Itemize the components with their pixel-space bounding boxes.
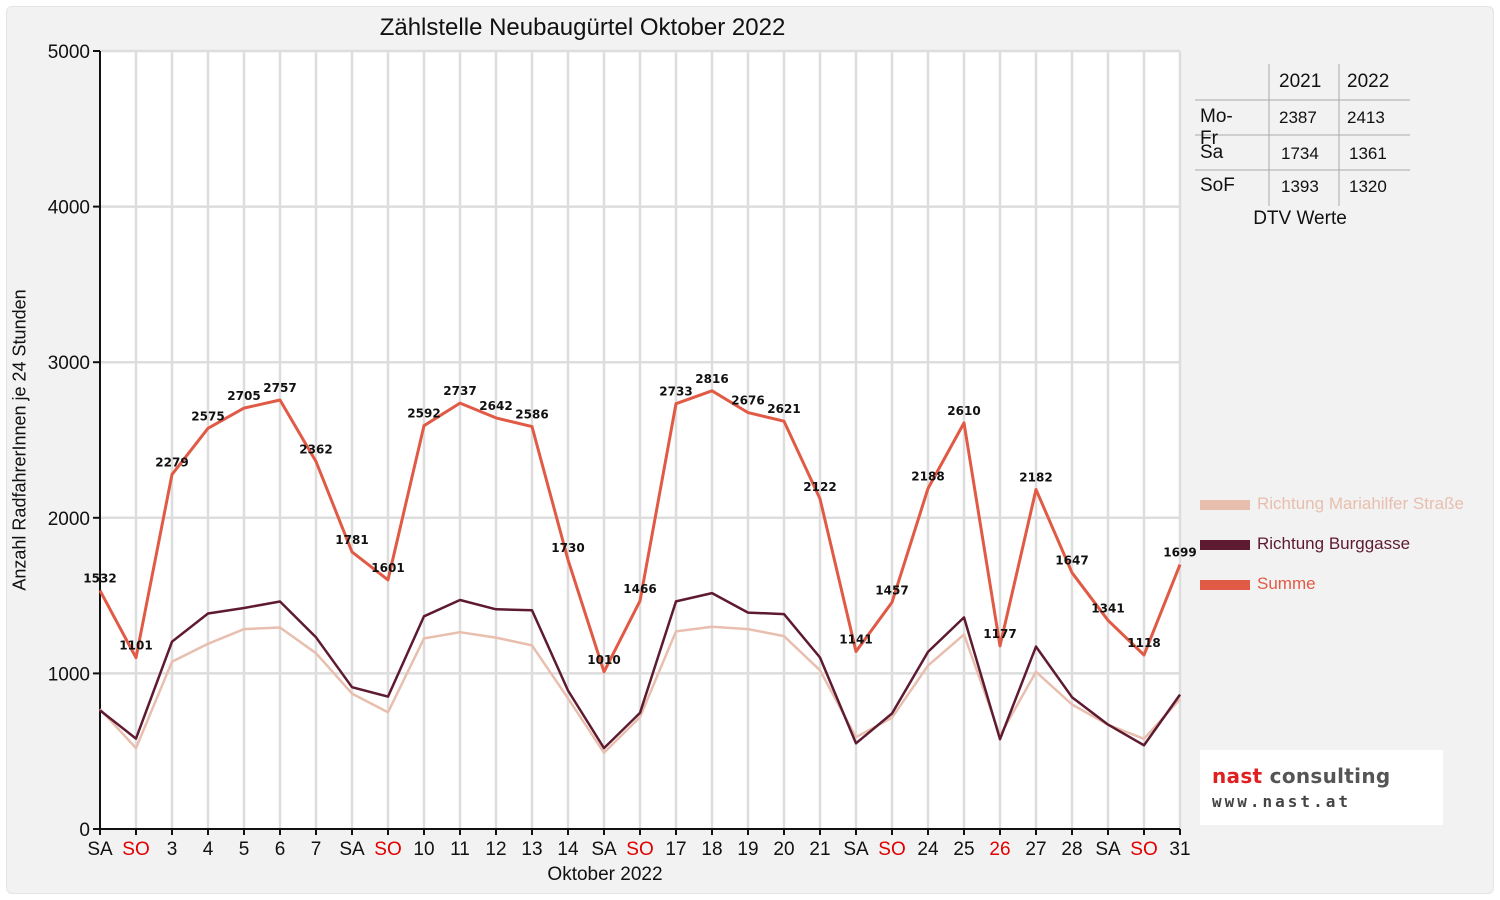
x-tick-label: 5	[239, 839, 250, 860]
legend-swatch-mariahilfer	[1200, 500, 1250, 510]
series-line-summe	[98, 389, 1182, 674]
dtv-row-label-mofr: Mo-Fr	[1200, 106, 1233, 149]
x-tick-label: 28	[1061, 839, 1082, 860]
data-label: 1466	[623, 582, 656, 596]
x-tick-label: 24	[917, 839, 939, 860]
data-label: 2757	[263, 381, 296, 395]
company-logo: nast consulting www.nast.at	[1200, 750, 1443, 825]
data-label: 1010	[587, 653, 620, 667]
y-tick-label: 2000	[48, 509, 90, 530]
data-label: 2182	[1019, 470, 1052, 484]
data-label: 1457	[875, 583, 908, 597]
data-label: 1101	[119, 639, 152, 653]
x-tick-label: SA	[843, 839, 869, 860]
x-tick-label: SO	[122, 839, 149, 860]
y-axis-title-text: Anzahl RadfahrerInnen je 24 Stunden	[9, 289, 30, 591]
data-label: 1781	[335, 533, 368, 547]
x-tick-label: SO	[626, 839, 653, 860]
x-tick-label: 11	[450, 839, 470, 860]
x-tick-label: 12	[485, 839, 506, 860]
y-tick-label: 5000	[48, 42, 90, 63]
x-tick-label: 3	[167, 839, 178, 860]
x-tick-label: SA	[87, 839, 113, 860]
logo-wordmark: nast consulting	[1212, 764, 1390, 788]
data-label: 2592	[407, 407, 440, 421]
legend-swatch-summe	[1200, 580, 1250, 590]
data-label: 2575	[191, 409, 224, 423]
data-label: 2279	[155, 455, 188, 469]
dtv-cell-sa-2021: 1734	[1281, 144, 1319, 163]
dtv-cell-sof-2021: 1393	[1281, 177, 1319, 196]
data-label: 2621	[767, 402, 800, 416]
data-label: 2122	[803, 480, 836, 494]
data-label: 1601	[371, 561, 404, 575]
series-line-burggasse	[99, 591, 1182, 750]
x-tick-label: 25	[953, 839, 974, 860]
legend-swatch-burggasse	[1200, 540, 1250, 550]
x-axis-title: Oktober 2022	[547, 864, 663, 885]
x-tick-label: 10	[413, 839, 434, 860]
x-tick-label: SO	[878, 839, 905, 860]
data-label: 1118	[1127, 636, 1160, 650]
y-tick-label: 1000	[48, 664, 90, 685]
y-tick-label: 4000	[48, 198, 90, 219]
x-tick-label: 27	[1025, 839, 1046, 860]
x-tick-label: 17	[665, 839, 686, 860]
x-tick-label: SA	[339, 839, 365, 860]
logo-brand-red: nast	[1212, 764, 1263, 788]
logo-url: www.nast.at	[1212, 792, 1351, 811]
data-label: 2362	[299, 442, 332, 456]
data-label: 1532	[83, 572, 116, 586]
x-tick-label: 20	[773, 839, 794, 860]
data-label: 2737	[443, 384, 476, 398]
x-tick-label: 19	[737, 839, 758, 860]
x-tick-label: 31	[1169, 839, 1190, 860]
dtv-col-header-2021: 2021	[1279, 71, 1322, 92]
data-label: 2642	[479, 399, 512, 413]
data-label: 2188	[911, 470, 944, 484]
y-tick-label: 3000	[48, 353, 90, 374]
data-label: 2705	[227, 389, 260, 403]
data-label: 2586	[515, 408, 548, 422]
dtv-cell-sof-2022: 1320	[1349, 177, 1387, 196]
x-tick-label: 14	[557, 839, 579, 860]
data-label: 1647	[1055, 554, 1088, 568]
x-tick-label: SA	[591, 839, 617, 860]
data-label: 1699	[1163, 546, 1196, 560]
legend-label-summe: Summe	[1257, 574, 1316, 593]
legend-label-mariahilfer: Richtung Mariahilfer Straße	[1257, 494, 1464, 513]
dtv-col-header-2022: 2022	[1347, 71, 1390, 92]
x-tick-label: SO	[374, 839, 401, 860]
chart-title: Zählstelle Neubaugürtel Oktober 2022	[379, 14, 786, 41]
x-tick-label: 21	[809, 839, 830, 860]
dtv-cell-mofr-2022: 2413	[1347, 108, 1385, 127]
dtv-row-label-sof: SoF	[1200, 175, 1235, 196]
x-tick-label: 18	[701, 839, 722, 860]
x-tick-label: 6	[275, 839, 286, 860]
dtv-caption: DTV Werte	[1253, 208, 1347, 229]
y-tick-label: 0	[79, 820, 90, 841]
data-label: 2733	[659, 385, 692, 399]
x-tick-label: 26	[989, 839, 1010, 860]
data-label: 1341	[1091, 601, 1124, 615]
data-label: 2676	[731, 394, 764, 408]
dtv-cell-sa-2022: 1361	[1349, 144, 1387, 163]
data-label: 1141	[839, 632, 872, 646]
x-tick-label: SO	[1130, 839, 1157, 860]
dtv-cell-mofr-2021: 2387	[1279, 108, 1317, 127]
data-label: 2610	[947, 404, 980, 418]
dtv-row-label-sa: Sa	[1200, 142, 1224, 163]
logo-brand-grey: consulting	[1262, 764, 1391, 788]
data-label: 1730	[551, 541, 584, 555]
data-label: 2816	[695, 372, 728, 386]
x-tick-label: 13	[521, 839, 542, 860]
x-tick-label: 4	[203, 839, 214, 860]
legend-label-burggasse: Richtung Burggasse	[1257, 534, 1411, 553]
data-label: 1177	[983, 627, 1016, 641]
x-tick-label: 7	[311, 839, 322, 860]
x-tick-label: SA	[1095, 839, 1121, 860]
